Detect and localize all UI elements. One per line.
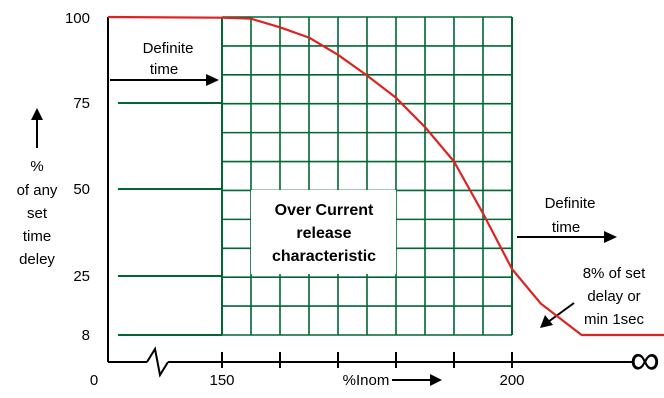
y-axis-label-line-3: time <box>23 228 51 245</box>
annotation-left-line-1: Definite <box>143 40 194 57</box>
y-tick-label-75: 75 <box>73 95 90 112</box>
center-box-line-1: Over Current <box>275 202 374 219</box>
annotation-min-note: 8% of set delay or min 1sec <box>540 265 646 328</box>
x-tick-marks <box>222 352 512 368</box>
y-axis-label-line-4: deley <box>19 251 55 268</box>
y-tick-label-50: 50 <box>73 181 90 198</box>
x-axis-break <box>147 349 168 375</box>
annotation-definite-time-right: Definite time <box>517 195 617 243</box>
annotation-right-arrow-head <box>604 231 617 243</box>
annotation-right-line-1: Definite <box>545 195 596 212</box>
annotation-left-line-2: time <box>150 61 178 78</box>
x-tick-label-0: 0 <box>90 372 98 389</box>
y-tick-label-25: 25 <box>73 268 90 285</box>
y-tick-label-100: 100 <box>65 10 90 27</box>
y-axis-label-line-2: set <box>27 205 48 222</box>
center-box-line-3: characteristic <box>272 248 376 265</box>
y-label-arrow-head <box>31 108 43 120</box>
x-tick-label-200: 200 <box>499 372 524 389</box>
center-box-line-2: release <box>296 225 351 242</box>
x-tick-label-150: 150 <box>209 372 234 389</box>
min-note-arrow-head <box>540 315 553 328</box>
x-axis-label: %Inom <box>343 372 390 389</box>
y-axis-label-line-1: of any <box>17 182 58 199</box>
annotation-right-line-2: time <box>552 219 580 236</box>
x-infinity-symbol: ∞ <box>630 336 660 383</box>
y-tick-label-8: 8 <box>82 327 90 344</box>
min-note-line-1: 8% of set <box>583 265 646 282</box>
min-note-line-3: min 1sec <box>584 311 645 328</box>
center-characteristic-box: Over Current release characteristic <box>251 190 396 274</box>
x-label-arrow-head <box>430 374 442 386</box>
y-axis-label-symbol: % <box>30 158 43 175</box>
min-note-line-2: delay or <box>587 288 640 305</box>
annotation-definite-time-left: Definite time <box>110 35 220 86</box>
